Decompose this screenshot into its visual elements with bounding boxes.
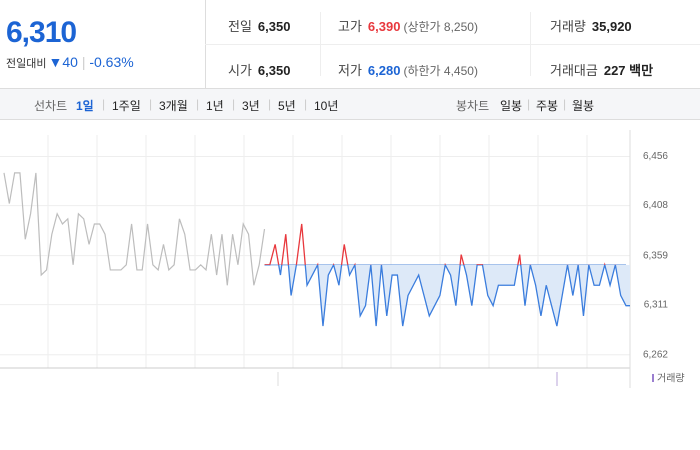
quote-value: 6,280 [367, 63, 401, 78]
quote-cell: 거래량 35,920 [550, 16, 632, 35]
quote-note: (하한가 4,450) [403, 64, 478, 78]
change-rate: -0.63% [89, 54, 134, 70]
divider [530, 12, 531, 76]
y-tick-label: 6,359 [643, 250, 668, 261]
divider [320, 12, 321, 76]
tab-separator: | [196, 97, 200, 111]
quote-cell: 전일 6,350 [228, 16, 290, 35]
volume-legend-swatch [652, 374, 654, 382]
quote-cell: 저가 6,280 (하한가 4,450) [338, 60, 478, 79]
tab-separator: | [149, 97, 153, 111]
period-tab[interactable]: 1일 [76, 99, 94, 113]
tab-group-label: 봉차트 [456, 99, 490, 113]
quote-label: 고가 [338, 19, 362, 34]
tab-separator: | [268, 97, 272, 111]
tab-separator: | [563, 97, 567, 111]
y-tick-label: 6,456 [643, 151, 668, 162]
quote-value: 6,390 [367, 19, 401, 34]
quote-label: 저가 [338, 63, 362, 78]
price-line [3, 172, 266, 286]
tab-separator: | [102, 97, 106, 111]
quote-note: (상한가 8,250) [403, 20, 478, 34]
tab-bar: 선차트 1일 | 1주일 | 3개월 | 1년 | 3년 | 5년 | 10년 봉차트 일봉 | 주봉 | 월봉 [0, 89, 700, 120]
quote-label: 거래대금 [550, 63, 598, 78]
quote-value: 6,350 [257, 19, 291, 34]
candle-tab[interactable]: 주봉 [536, 99, 559, 113]
quote-header: 6,310 전일대비 ▼40 | -0.63% 전일 6,350 고가 6,390 (상한… [0, 0, 700, 89]
price-area [264, 264, 630, 327]
quote-label: 거래량 [550, 19, 586, 34]
tab-separator: | [232, 97, 236, 111]
period-tab[interactable]: 1년 [206, 99, 224, 113]
quote-cell: 시가 6,350 [228, 60, 290, 79]
quote-value: 227 백만 [603, 63, 654, 78]
tab-separator: | [527, 97, 531, 111]
quote-cell: 고가 6,390 (상한가 8,250) [338, 16, 478, 35]
current-price: 6,310 [6, 16, 77, 49]
quote-label: 전일 [228, 19, 252, 34]
y-tick-label: 6,311 [644, 299, 669, 310]
change: 전일대비 ▼40 | -0.63% [6, 54, 134, 70]
quote-value: 6,350 [257, 63, 291, 78]
change-amount: ▼40 [48, 54, 78, 70]
change-label: 전일대비 [6, 58, 47, 70]
period-tab[interactable]: 10년 [314, 99, 339, 113]
period-tab[interactable]: 1주일 [112, 99, 141, 113]
quote-cell: 거래대금 227 백만 [550, 60, 653, 79]
candle-tab[interactable]: 월봉 [572, 99, 595, 113]
price-box: 6,310 전일대비 ▼40 | -0.63% [0, 0, 206, 88]
period-tab[interactable]: 3년 [242, 99, 260, 113]
tab-separator: | [304, 97, 308, 111]
quote-value: 35,920 [591, 19, 632, 34]
quote-label: 시가 [228, 63, 252, 78]
tab-group-label: 선차트 [34, 99, 68, 113]
y-tick-label: 6,408 [643, 200, 668, 211]
y-tick-label: 6,262 [643, 349, 668, 360]
period-tab[interactable]: 5년 [278, 99, 296, 113]
price-line-down [264, 264, 630, 327]
period-tab[interactable]: 3개월 [159, 99, 188, 113]
candle-tab[interactable]: 일봉 [500, 99, 523, 113]
volume-legend: 거래량 [657, 373, 685, 385]
divider [205, 44, 700, 45]
